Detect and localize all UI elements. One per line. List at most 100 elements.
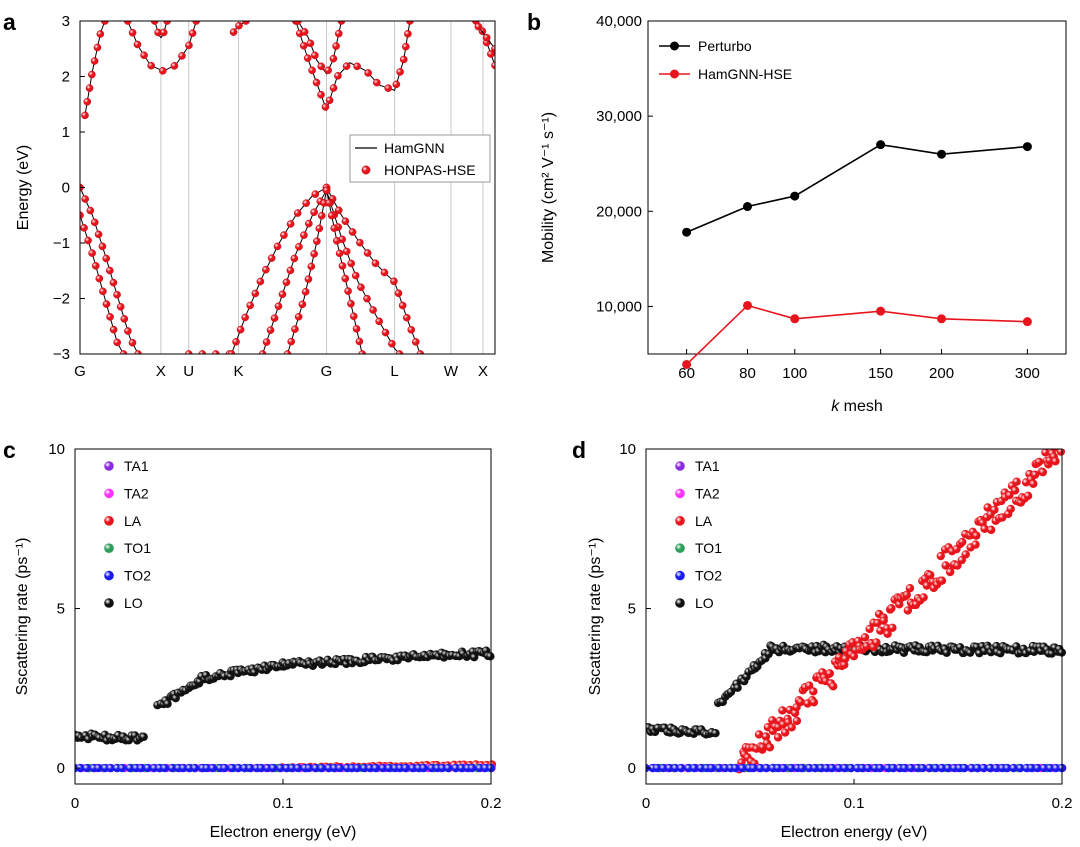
data-point: [1033, 763, 1042, 773]
band-marker: [474, 22, 483, 31]
band-marker: [317, 211, 326, 220]
band-marker: [402, 42, 410, 51]
x-tick-label: 100: [782, 365, 807, 382]
band-marker: [91, 262, 100, 270]
legend-marker: [675, 488, 685, 499]
band-marker: [329, 84, 338, 92]
legend-marker: [104, 570, 114, 581]
panel-d: d 0 5 10 0 0.1 0.2 Electron energy (eV) Sscatter…: [572, 437, 1072, 841]
plot-frame: [79, 20, 496, 355]
y-axis-label: Sscattering rate (ps⁻¹): [14, 538, 31, 696]
data-point: [1051, 763, 1061, 773]
data-point: [75, 763, 85, 773]
data-point: [118, 763, 127, 773]
data-point: [902, 590, 911, 600]
legend: HamGNN HONPAS-HSE: [349, 134, 491, 183]
data-point: [715, 763, 724, 773]
data-point: [1027, 763, 1036, 773]
data-point: [1005, 490, 1014, 500]
x-axis-label: Electron energy (eV): [781, 824, 928, 841]
y-tick-label: −3: [53, 346, 70, 363]
data-point: [756, 763, 765, 773]
band-marker: [113, 290, 121, 299]
data-point: [143, 763, 153, 773]
data-point: [931, 763, 941, 773]
band-marker: [282, 278, 291, 287]
data-point: [335, 763, 344, 773]
data-point: [245, 763, 255, 773]
data-point: [980, 524, 989, 533]
band-marker: [90, 57, 99, 65]
data-point: [804, 681, 814, 690]
legend-marker: [675, 570, 685, 581]
legend-marker: [104, 543, 114, 553]
data-point: [160, 763, 169, 773]
band-marker: [392, 80, 401, 89]
band-marker: [270, 314, 279, 322]
data-point: [796, 697, 806, 707]
band-marker: [353, 62, 361, 71]
data-point: [780, 728, 790, 737]
data-point: [919, 593, 928, 602]
band-marker: [109, 278, 118, 287]
data-point: [937, 763, 947, 773]
kpoint-label: W: [444, 363, 459, 380]
y-tick-label: 5: [628, 601, 636, 618]
band-marker: [102, 254, 110, 263]
series-point: [876, 140, 886, 150]
legend-label: Perturbo: [698, 38, 752, 54]
band-marker: [278, 290, 287, 299]
band-marker: [311, 51, 319, 60]
band-marker: [178, 52, 186, 60]
band-marker: [90, 218, 99, 227]
series-point: [1022, 317, 1032, 327]
data-point: [457, 763, 466, 773]
band-marker: [274, 302, 283, 311]
band-marker: [384, 84, 393, 92]
data-point: [353, 763, 362, 773]
band-marker: [300, 28, 309, 36]
band-marker: [307, 262, 316, 271]
data-point: [941, 561, 950, 570]
data-point: [384, 763, 394, 773]
data-point: [1046, 763, 1055, 773]
legend-label: LO: [695, 595, 714, 611]
data-point: [986, 525, 996, 535]
data-point: [865, 624, 874, 634]
data-point: [1016, 763, 1025, 773]
data-point: [82, 763, 92, 773]
band-marker: [303, 54, 312, 62]
series-point: [1022, 142, 1032, 152]
legend-marker: [675, 598, 685, 608]
data-point: [256, 763, 266, 773]
band-marker: [251, 289, 260, 298]
band-marker: [372, 78, 381, 87]
band-marker: [369, 306, 377, 314]
scatter-points: [646, 449, 1067, 774]
band-marker: [304, 275, 313, 283]
data-point: [879, 616, 888, 625]
band-marker: [311, 190, 320, 198]
legend-marker: [675, 516, 685, 526]
band-marker: [81, 195, 89, 203]
band-marker: [351, 271, 360, 280]
legend-box: [349, 134, 491, 183]
legend-label: TA1: [695, 458, 720, 474]
legend-label: LO: [124, 595, 143, 611]
data-point: [809, 687, 818, 696]
legend-label: TO1: [695, 540, 722, 556]
band-marker: [380, 268, 389, 277]
data-point: [227, 763, 237, 773]
data-point: [765, 743, 775, 752]
band-marker: [364, 69, 372, 77]
data-point: [443, 763, 453, 773]
band-marker: [295, 242, 303, 251]
x-tick-label: 300: [1015, 365, 1040, 382]
data-point: [961, 550, 970, 559]
legend-label: TO2: [695, 568, 722, 584]
data-point: [925, 763, 934, 773]
band-marker: [109, 325, 118, 334]
band-marker: [150, 21, 159, 25]
data-point: [1003, 763, 1012, 773]
x-axis-label: Electron energy (eV): [210, 824, 357, 841]
